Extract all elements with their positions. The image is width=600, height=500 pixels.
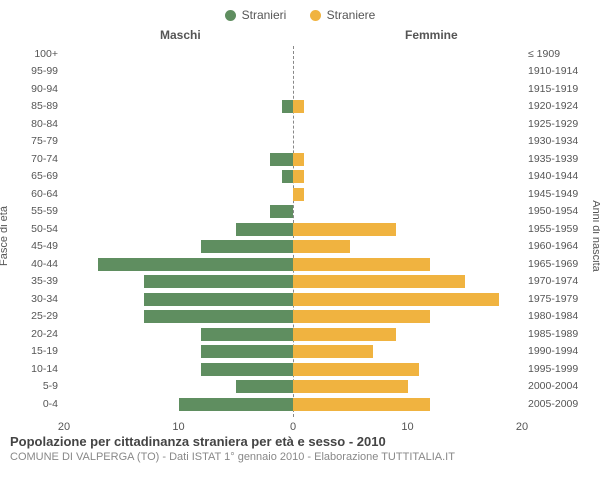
bar-male [201,240,293,253]
age-label: 40-44 [20,259,58,270]
age-label: 75-79 [20,136,58,147]
x-tick: 0 [290,421,296,433]
bar-male [282,170,293,183]
bar-male [201,328,293,341]
year-label: 1960-1964 [528,241,578,252]
bar-male [270,205,293,218]
age-label: 5-9 [20,381,58,392]
x-tick: 20 [58,421,70,433]
age-label: 20-24 [20,329,58,340]
year-label: 1910-1914 [528,66,578,77]
year-label: 1930-1934 [528,136,578,147]
bar-female [293,258,430,271]
age-label: 45-49 [20,241,58,252]
year-label: 1990-1994 [528,346,578,357]
bar-female [293,398,430,411]
age-label: 15-19 [20,346,58,357]
year-label: 1915-1919 [528,84,578,95]
year-label: 1940-1944 [528,171,578,182]
year-label: 1945-1949 [528,189,578,200]
bar-male [282,100,293,113]
legend: Stranieri Straniere [10,8,590,24]
age-label: 95-99 [20,66,58,77]
age-label: 0-4 [20,399,58,410]
chart-container: Stranieri Straniere Maschi Femmine Fasce… [0,0,600,500]
chart-subtitle: COMUNE DI VALPERGA (TO) - Dati ISTAT 1° … [10,451,590,463]
age-label: 65-69 [20,171,58,182]
bar-female [293,170,304,183]
bar-male [179,398,294,411]
year-label: 1920-1924 [528,101,578,112]
age-label: 60-64 [20,189,58,200]
age-label: 80-84 [20,119,58,130]
bar-male [270,153,293,166]
column-headers: Maschi Femmine [10,28,590,46]
header-male: Maschi [160,28,201,42]
legend-swatch-male [225,10,236,21]
bar-female [293,380,408,393]
year-label: 1970-1974 [528,276,578,287]
age-label: 70-74 [20,154,58,165]
x-tick: 10 [401,421,413,433]
legend-item-male: Stranieri [225,8,287,22]
age-label: 50-54 [20,224,58,235]
bar-female [293,310,430,323]
year-label: 2000-2004 [528,381,578,392]
bar-male [236,223,293,236]
bar-female [293,188,304,201]
year-label: 1975-1979 [528,294,578,305]
year-label: 1950-1954 [528,206,578,217]
bar-female [293,223,396,236]
year-label: 1935-1939 [528,154,578,165]
year-label: 1955-1959 [528,224,578,235]
bar-female [293,240,350,253]
bar-male [144,275,293,288]
y-axis-right-label: Anni di nascita [590,200,600,272]
age-label: 35-39 [20,276,58,287]
bar-female [293,345,373,358]
year-label: 2005-2009 [528,399,578,410]
year-label: 1995-1999 [528,364,578,375]
bar-male [236,380,293,393]
bar-male [201,345,293,358]
age-label: 90-94 [20,84,58,95]
year-label: ≤ 1909 [528,49,560,60]
bar-female [293,153,304,166]
x-tick: 10 [172,421,184,433]
age-label: 100+ [20,49,58,60]
age-label: 85-89 [20,101,58,112]
year-label: 1985-1989 [528,329,578,340]
bar-female [293,293,499,306]
legend-label-male: Stranieri [242,8,287,22]
bar-male [144,310,293,323]
age-label: 30-34 [20,294,58,305]
year-label: 1925-1929 [528,119,578,130]
header-female: Femmine [405,28,458,42]
bar-female [293,275,465,288]
year-label: 1980-1984 [528,311,578,322]
bar-female [293,328,396,341]
legend-swatch-female [310,10,321,21]
legend-item-female: Straniere [310,8,376,22]
bar-male [144,293,293,306]
chart-title: Popolazione per cittadinanza straniera p… [10,434,590,449]
plot-area: Fasce di età Anni di nascita 100+≤ 19099… [20,46,580,426]
year-label: 1965-1969 [528,259,578,270]
bar-male [98,258,293,271]
age-label: 25-29 [20,311,58,322]
bar-female [293,363,419,376]
bar-male [201,363,293,376]
x-tick: 20 [516,421,528,433]
bar-female [293,100,304,113]
legend-label-female: Straniere [327,8,376,22]
y-axis-left-label: Fasce di età [0,206,10,266]
age-label: 10-14 [20,364,58,375]
age-label: 55-59 [20,206,58,217]
